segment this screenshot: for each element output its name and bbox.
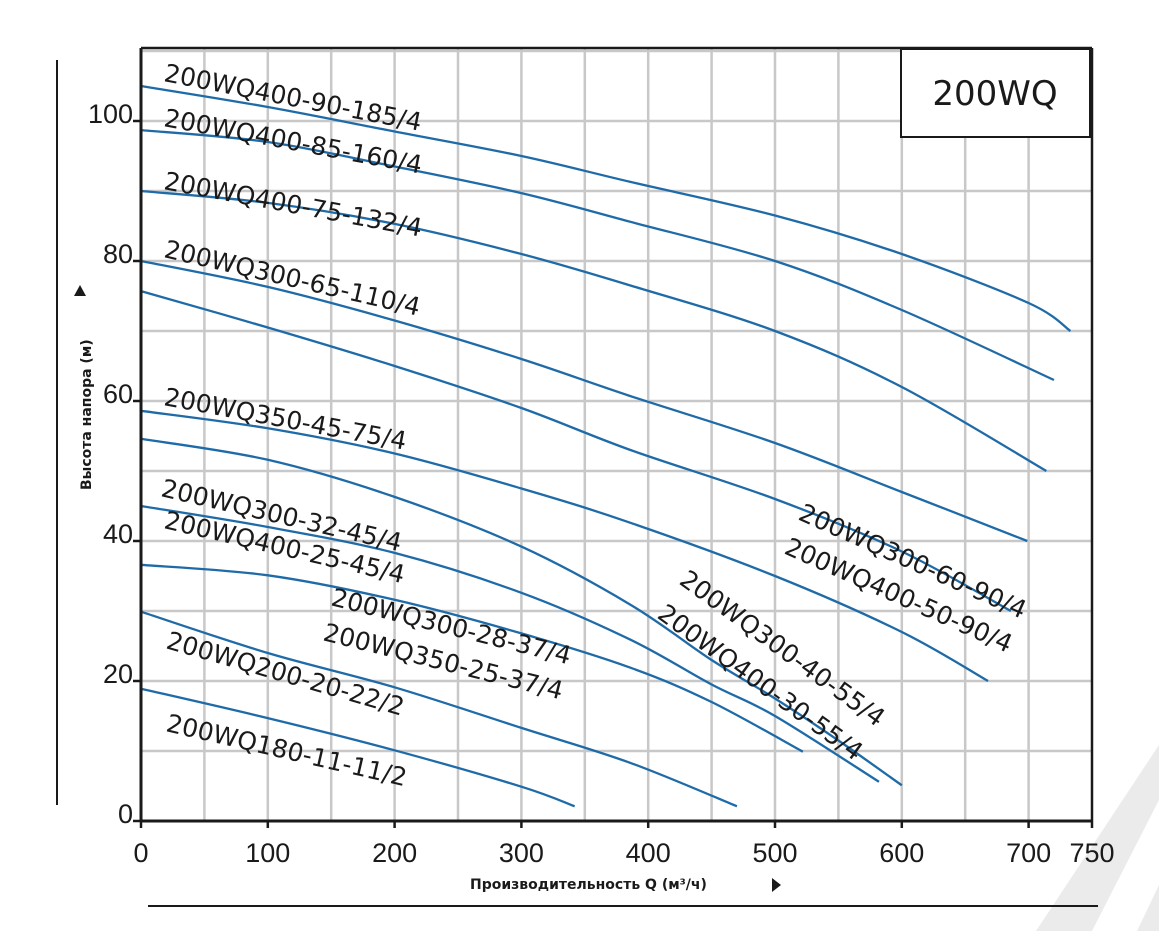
y-axis-label: Высота напора (м)	[79, 339, 95, 490]
watermark-stripe	[1036, 745, 1159, 931]
pump-curve	[140, 259, 1028, 543]
chart-title: 200WQ	[932, 74, 1057, 114]
watermark-stripe	[1137, 885, 1159, 931]
curves	[140, 84, 1072, 808]
y-tick-label: 80	[103, 239, 133, 269]
y-tick-label: 0	[118, 799, 133, 829]
y-tick-label: 20	[103, 659, 133, 689]
x-tick-label: 700	[1006, 838, 1051, 868]
x-tick-label: 600	[879, 838, 924, 868]
x-tick-label: 750	[1069, 838, 1114, 868]
x-axis-arrow-icon	[772, 878, 781, 892]
pump-curve	[140, 437, 903, 787]
pump-curve	[140, 563, 804, 753]
axes-frame	[139, 46, 1094, 823]
y-tick-label: 60	[103, 379, 133, 409]
y-axis-arrow-icon	[74, 285, 86, 296]
pump-curve	[140, 504, 880, 783]
x-tick-label: 300	[499, 838, 544, 868]
y-tick-label: 100	[88, 99, 133, 129]
y-tick-label: 40	[103, 519, 133, 549]
curve-label: 200WQ400-75-132/4	[162, 166, 425, 242]
x-tick-label: 0	[133, 838, 148, 868]
x-axis-label: Производительность Q (м³/ч)	[470, 877, 707, 893]
x-tick-label: 200	[372, 838, 417, 868]
pump-curve	[140, 289, 1012, 613]
x-tick-label: 100	[245, 838, 290, 868]
x-tick-label: 500	[752, 838, 797, 868]
ticks: 0 100 200 300 400 500 600 700 750 0 20 40 60 80 100	[88, 99, 1115, 868]
pump-curve	[140, 409, 989, 682]
pump-curve	[140, 128, 1055, 382]
x-tick-label: 400	[626, 838, 671, 868]
pump-curve	[140, 189, 1047, 472]
pump-curve	[140, 84, 1072, 332]
grid	[141, 48, 1092, 821]
pump-curve	[140, 687, 576, 808]
pump-curve	[140, 610, 738, 808]
title-box: 200WQ	[900, 48, 1091, 138]
